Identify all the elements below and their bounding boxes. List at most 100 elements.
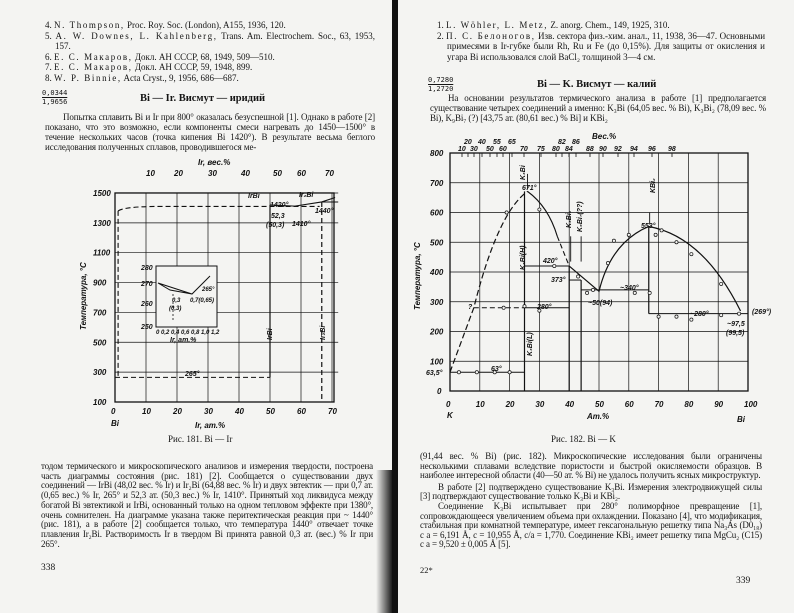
page-edge <box>392 0 398 613</box>
y-tick-label: 1300 <box>93 219 111 228</box>
top-tick-label: 88 <box>586 146 594 153</box>
top-axis-label: Вес.% <box>592 132 616 141</box>
x-axis-ticks: 0 10 20 30 40 50 60 70 <box>111 407 337 416</box>
data-point <box>591 287 595 292</box>
top-tick-label: 65 <box>508 139 516 146</box>
left-paragraph-2: тодом термического и микроскопического а… <box>41 461 373 549</box>
top-tick-label: 30 <box>470 146 478 153</box>
top-tick-label: 86 <box>572 139 580 146</box>
figure-182-caption: Рис. 182. Bi — K <box>551 434 616 444</box>
top-tick-label: 90 <box>599 146 607 153</box>
x-tick-label: 60 <box>297 407 306 416</box>
data-point <box>653 232 658 237</box>
reference: 1. L. Wöhler, L. Metz, Z. anorg. Chem., … <box>437 20 670 30</box>
label-k3bi: K₃Bi <box>520 164 527 180</box>
top-tick-label: 94 <box>630 146 638 153</box>
inset-y-tick: 250 <box>140 324 153 331</box>
x-tick-label: 80 <box>684 400 693 409</box>
top-tick-label: 10 <box>458 146 466 153</box>
paragraph: Соединение K₃Bi испытывает при 280° поли… <box>420 500 762 550</box>
page-number-right: 339 <box>736 576 751 586</box>
top-tick-label: 96 <box>648 146 656 153</box>
right-section-heading: Bi — K. Висмут — калий <box>537 79 657 90</box>
top-tick-label: 20 <box>463 139 472 146</box>
top-tick-label: 84 <box>565 146 573 153</box>
reference: 2. П. С. Белоногов, Изв. сектора физ.-хи… <box>437 30 766 62</box>
data-point <box>674 314 679 319</box>
left-references: 4. N. Thompson, Proc. Roy. Soc. (London)… <box>45 20 375 84</box>
top-tick-label: 92 <box>614 146 622 153</box>
x-tick-label: 0 <box>446 400 451 409</box>
top-tick-label: 70 <box>325 169 334 178</box>
y-tick-label: 700 <box>430 179 444 188</box>
label-50-3: (50,3) <box>266 222 285 229</box>
y-tick-label: 600 <box>430 209 444 218</box>
annotations: K₃Bi 671° K₃Bi₂ K₉Bi₇(??) KBi₂ 553° K₃Bi… <box>426 164 772 377</box>
top-tick-label: 82 <box>558 139 566 146</box>
data-point <box>585 290 590 295</box>
label-k9bi7: K₉Bi₇(??) <box>577 201 584 232</box>
top-tick-label: 30 <box>208 169 217 178</box>
top-tick-label: 20 <box>173 169 183 178</box>
paragraph: В работе [2] подтверждено существование … <box>420 481 762 502</box>
liquidus-k-side <box>449 190 528 373</box>
data-point <box>689 317 694 322</box>
y-tick-label: 100 <box>93 398 107 407</box>
element-label-bi: Bi <box>737 415 746 424</box>
inset-label: (0,3) <box>169 306 181 312</box>
x-tick-label: 50 <box>266 407 275 416</box>
top-tick-label: 10 <box>146 169 155 178</box>
data-point <box>492 370 497 375</box>
label-1440: 1440° <box>315 207 334 215</box>
label-irbi-phase: IrBi <box>267 327 274 340</box>
label-420: 420° <box>542 257 558 265</box>
grid <box>449 152 749 392</box>
data-point <box>507 370 512 375</box>
liquidus-bi-side <box>568 225 742 312</box>
y-axis-ticks: 800 700 600 500 400 300 200 100 0 <box>429 149 444 396</box>
top-tick-label: 70 <box>520 146 528 153</box>
right-mantissa: 0,7280 1,2720 <box>428 76 453 94</box>
top-tick-label: 98 <box>668 146 676 153</box>
data-point <box>522 304 527 309</box>
label-k3bi-l: K₃Bi(L) <box>527 332 534 356</box>
label-340: ~340° <box>620 284 639 292</box>
x-axis-label: Ir, ат.% <box>195 421 225 430</box>
label-99-5: (99,5) <box>726 330 745 337</box>
figure-181-bi-ir: Ir, вес.% 10 20 30 40 50 60 70 1500 1300 1100 900… <box>79 158 339 430</box>
label-50-94: ~50(94) <box>588 300 613 307</box>
x-tick-label: 10 <box>142 407 151 416</box>
label-265: 265° <box>184 370 200 378</box>
top-tick-label: 55 <box>493 139 501 146</box>
y-tick-label: 400 <box>429 268 444 277</box>
data-point <box>719 281 724 286</box>
label-irbi: IrBi <box>248 193 261 200</box>
y-tick-label: 0 <box>437 387 442 396</box>
label-1420: 1420° <box>270 201 289 209</box>
data-point <box>659 228 664 233</box>
label-280b: ~280° <box>690 310 709 318</box>
inset-diagram: 280 270 260 250 0 0,2 0,4 0,6 0,8 1,0 1,… <box>140 265 220 344</box>
y-tick-label: 100 <box>430 357 444 366</box>
label-k3bi-h: K₃Bi(H) <box>520 245 527 270</box>
x-tick-label: 20 <box>505 400 515 409</box>
data-point <box>674 240 679 245</box>
x-tick-label: 70 <box>328 407 337 416</box>
reference: 4. N. Thompson, Proc. Roy. Soc. (London)… <box>45 20 286 30</box>
data-point <box>689 252 694 257</box>
x-tick-label: 20 <box>172 407 182 416</box>
label-280: 280° <box>536 303 552 311</box>
x-tick-label: 40 <box>564 400 574 409</box>
inset-y-tick: 260 <box>140 301 153 308</box>
reference: 7. Е. С. Макаров, Докл. АН СССР, 59, 194… <box>45 62 253 73</box>
y-tick-label: 1500 <box>93 189 111 198</box>
element-label-bi: Bi <box>111 419 120 428</box>
reference: 5. A. W. Downes, L. Kahlenberg, Trans. A… <box>45 30 376 52</box>
label-52-3: 52,3 <box>271 213 285 220</box>
liquidus-k3bi-solid <box>527 190 558 237</box>
data-point <box>632 290 637 295</box>
label-ir2bi: Ir₂Bi <box>299 192 314 199</box>
inset-label: 265° <box>201 287 215 293</box>
